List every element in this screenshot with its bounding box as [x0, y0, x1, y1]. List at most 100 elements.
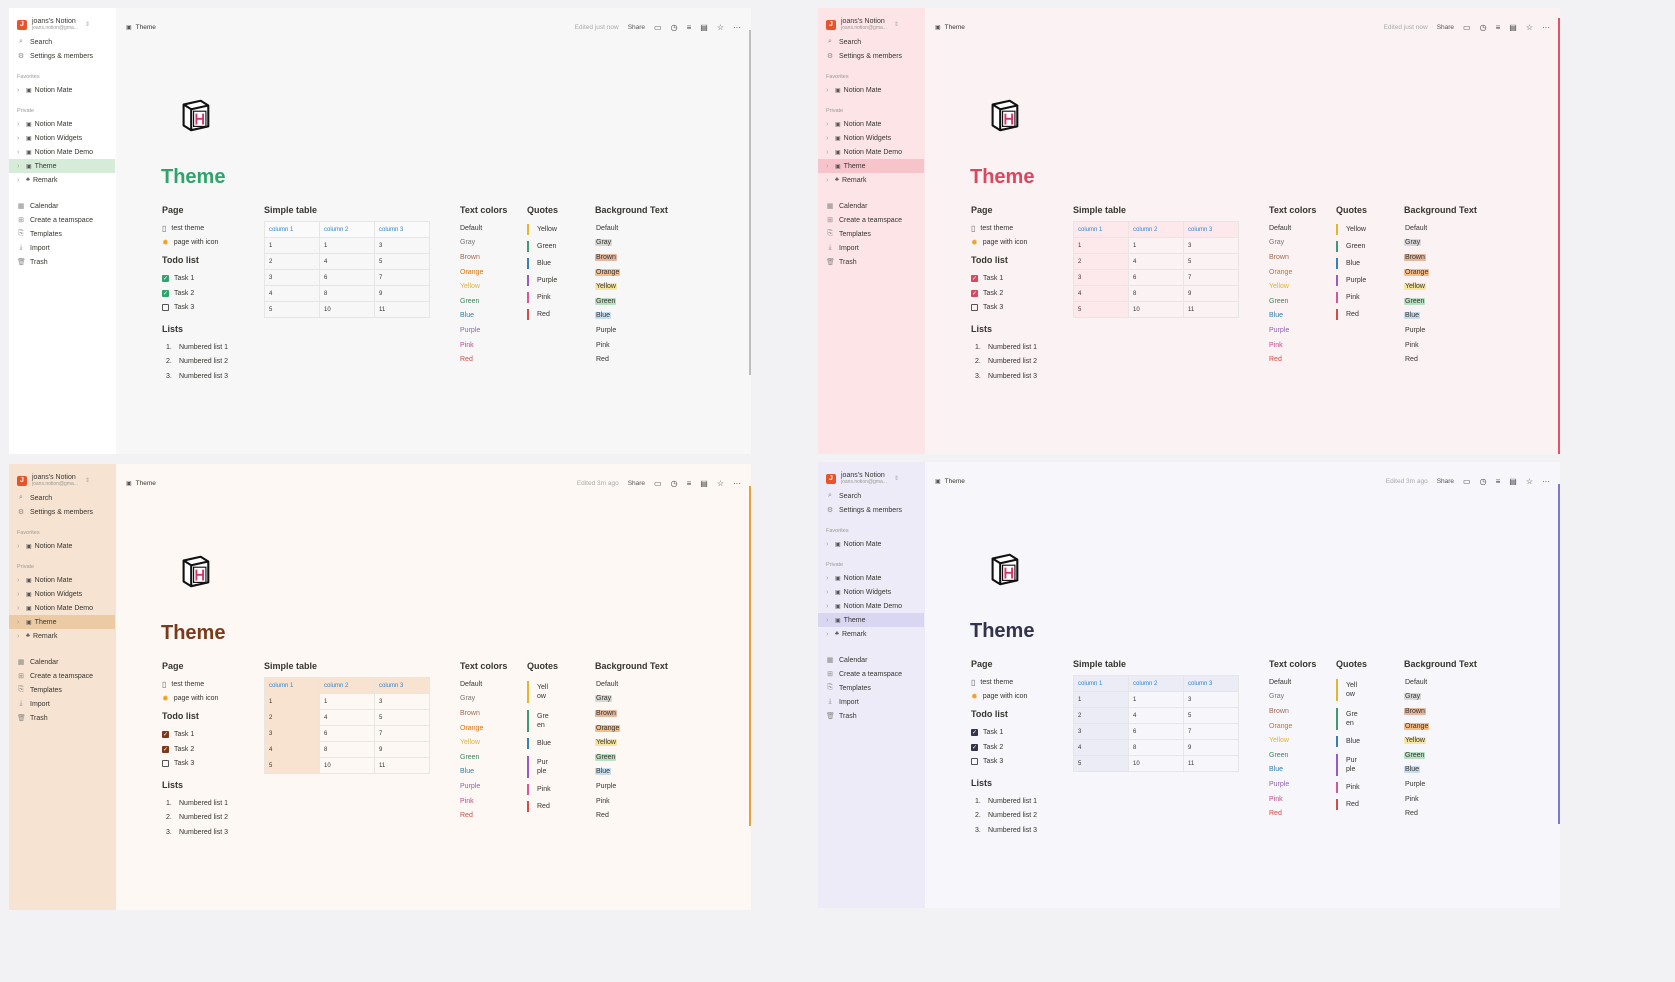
checkbox[interactable] — [971, 758, 978, 766]
table-cell[interactable]: 7 — [374, 725, 430, 742]
sidebar-page-item[interactable]: › ▣ Notion Mate — [9, 573, 116, 587]
toc-icon[interactable]: ≡ — [686, 22, 692, 32]
table-cell[interactable]: 3 — [1183, 237, 1239, 254]
table-header-cell[interactable]: column 3 — [374, 677, 430, 694]
sidebar-page-item[interactable]: › ▣ Notion Mate — [818, 117, 925, 131]
table-cell[interactable]: 5 — [264, 757, 320, 774]
table-cell[interactable]: 3 — [264, 725, 320, 742]
simple-table[interactable]: column 1 column 2 column 3 1 1 3 2 4 5 3 6 7 4 8 9 5 10 1… — [1073, 675, 1239, 772]
table-cell[interactable]: 11 — [374, 757, 430, 774]
history-icon[interactable]: ◷ — [670, 22, 678, 32]
sidebar-page-item[interactable]: › ♣ Remark — [818, 627, 925, 641]
more-icon[interactable]: ··· — [1542, 22, 1550, 32]
updates-icon[interactable]: ▤ — [700, 478, 708, 488]
history-icon[interactable]: ◷ — [1479, 476, 1487, 486]
table-header-cell[interactable]: column 2 — [1128, 675, 1184, 692]
sidebar-page-item[interactable]: › ▣ Notion Mate — [818, 571, 925, 585]
table-header-cell[interactable]: column 1 — [1073, 675, 1129, 692]
chevron-right-icon[interactable]: › — [17, 618, 20, 626]
todo-item[interactable]: Task 3 — [162, 300, 228, 315]
page-title[interactable]: Theme — [970, 620, 1035, 642]
table-cell[interactable]: 2 — [264, 709, 320, 726]
table-cell[interactable]: 4 — [264, 285, 320, 302]
workspace-switcher[interactable]: J joans's Notion joans.notion@gma... ⇕ — [818, 14, 925, 35]
page-link[interactable]: ▯ test theme — [162, 677, 228, 692]
page-link[interactable]: ▯ test theme — [971, 221, 1037, 236]
table-cell[interactable]: 11 — [374, 301, 430, 318]
comment-icon[interactable]: ▭ — [1463, 22, 1471, 32]
sidebar-templates[interactable]: ⎘ Templates — [818, 227, 925, 241]
sidebar-trash[interactable]: 🗑 Trash — [818, 709, 925, 723]
sidebar-calendar[interactable]: ▦ Calendar — [818, 653, 925, 667]
table-cell[interactable]: 11 — [1183, 755, 1239, 772]
checkbox[interactable]: ✓ — [162, 274, 169, 282]
scrollbar[interactable] — [1558, 484, 1560, 824]
sidebar-trash[interactable]: 🗑 Trash — [9, 255, 116, 269]
table-cell[interactable]: 7 — [1183, 269, 1239, 286]
table-cell[interactable]: 4 — [1073, 285, 1129, 302]
sidebar-calendar[interactable]: ▦ Calendar — [818, 199, 925, 213]
history-icon[interactable]: ◷ — [670, 478, 678, 488]
table-cell[interactable]: 6 — [1128, 723, 1184, 740]
table-cell[interactable]: 1 — [319, 237, 375, 254]
page-link[interactable]: ✹ page with icon — [971, 236, 1037, 251]
sidebar-page-item[interactable]: › ▣ Notion Widgets — [818, 585, 925, 599]
chevron-right-icon[interactable]: › — [826, 120, 829, 128]
sidebar-trash[interactable]: 🗑 Trash — [818, 255, 925, 269]
table-header-cell[interactable]: column 2 — [1128, 221, 1184, 238]
page-title[interactable]: Theme — [161, 622, 226, 644]
simple-table[interactable]: column 1 column 2 column 3 1 1 3 2 4 5 3 6 7 4 8 9 5 10 1… — [264, 221, 430, 318]
table-cell[interactable]: 9 — [374, 741, 430, 758]
star-icon[interactable]: ☆ — [716, 478, 724, 488]
sidebar-templates[interactable]: ⎘ Templates — [9, 227, 116, 241]
todo-item[interactable]: ✓ Task 1 — [971, 271, 1037, 286]
sidebar-import[interactable]: ⤓ Import — [9, 241, 116, 255]
chevron-right-icon[interactable]: › — [826, 162, 829, 170]
checkbox[interactable]: ✓ — [971, 274, 978, 282]
table-cell[interactable]: 6 — [1128, 269, 1184, 286]
table-cell[interactable]: 1 — [1073, 691, 1129, 708]
workspace-switcher[interactable]: J joans's Notion joans.notion@gma... ⇕ — [9, 470, 116, 491]
toc-icon[interactable]: ≡ — [686, 478, 692, 488]
table-cell[interactable]: 4 — [1128, 253, 1184, 270]
sidebar-templates[interactable]: ⎘ Templates — [818, 681, 925, 695]
table-header-cell[interactable]: column 1 — [264, 221, 320, 238]
checkbox[interactable]: ✓ — [162, 730, 169, 738]
checkbox[interactable]: ✓ — [162, 745, 169, 753]
sidebar-teamspace[interactable]: ⊞ Create a teamspace — [818, 213, 925, 227]
page-title[interactable]: Theme — [970, 166, 1035, 188]
table-header-cell[interactable]: column 3 — [374, 221, 430, 238]
checkbox[interactable]: ✓ — [971, 743, 978, 751]
table-cell[interactable]: 5 — [374, 709, 430, 726]
table-cell[interactable]: 8 — [1128, 285, 1184, 302]
checkbox[interactable] — [971, 304, 978, 312]
breadcrumb[interactable]: ▣ Theme — [935, 478, 965, 485]
todo-item[interactable]: ✓ Task 1 — [162, 727, 228, 742]
workspace-switcher[interactable]: J joans's Notion joans.notion@gma... ⇕ — [818, 468, 925, 489]
sidebar-settings[interactable]: ⚙ Settings & members — [9, 49, 116, 63]
sidebar-search[interactable]: ⌕ Search — [9, 491, 116, 505]
sidebar-teamspace[interactable]: ⊞ Create a teamspace — [818, 667, 925, 681]
updates-icon[interactable]: ▤ — [700, 22, 708, 32]
todo-item[interactable]: Task 3 — [162, 756, 228, 771]
chevron-right-icon[interactable]: › — [826, 176, 829, 184]
table-cell[interactable]: 2 — [1073, 253, 1129, 270]
table-cell[interactable]: 7 — [374, 269, 430, 286]
sidebar-teamspace[interactable]: ⊞ Create a teamspace — [9, 213, 116, 227]
sidebar-page-item[interactable]: › ▣ Theme — [9, 615, 115, 629]
chevron-right-icon[interactable]: › — [826, 602, 829, 610]
table-cell[interactable]: 10 — [319, 757, 375, 774]
sidebar-favorite-item[interactable]: › ▣ Notion Mate — [818, 83, 925, 97]
sidebar-teamspace[interactable]: ⊞ Create a teamspace — [9, 669, 116, 683]
scrollbar[interactable] — [749, 486, 751, 826]
sidebar-page-item[interactable]: › ▣ Theme — [818, 159, 924, 173]
sidebar-trash[interactable]: 🗑 Trash — [9, 711, 116, 725]
table-cell[interactable]: 10 — [1128, 755, 1184, 772]
sidebar-calendar[interactable]: ▦ Calendar — [9, 199, 116, 213]
sidebar-page-item[interactable]: › ♣ Remark — [818, 173, 925, 187]
share-button[interactable]: Share — [627, 23, 646, 31]
sidebar-import[interactable]: ⤓ Import — [818, 241, 925, 255]
workspace-switcher[interactable]: J joans's Notion joans.notion@gma... ⇕ — [9, 14, 116, 35]
sidebar-favorite-item[interactable]: › ▣ Notion Mate — [818, 537, 925, 551]
table-cell[interactable]: 3 — [374, 237, 430, 254]
